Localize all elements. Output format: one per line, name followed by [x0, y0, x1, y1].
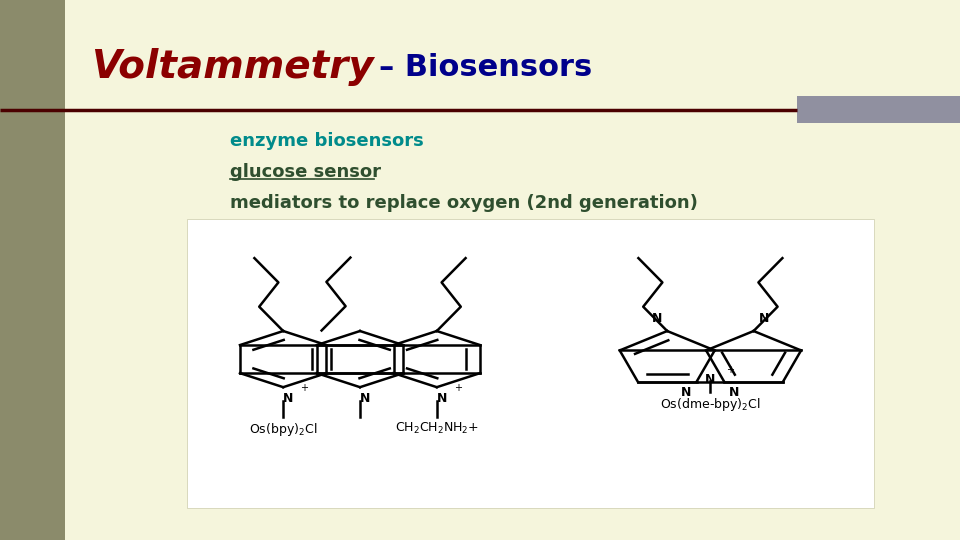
FancyBboxPatch shape [187, 219, 874, 508]
Text: N: N [682, 386, 692, 399]
Text: N: N [758, 312, 769, 325]
FancyBboxPatch shape [0, 0, 65, 540]
Text: N: N [652, 312, 662, 325]
Text: – Biosensors: – Biosensors [379, 53, 592, 82]
Text: N: N [283, 392, 293, 404]
Text: +: + [300, 383, 308, 393]
Text: N: N [437, 392, 446, 404]
Text: N: N [729, 386, 739, 399]
Text: enzyme biosensors: enzyme biosensors [230, 132, 424, 151]
Text: glucose sensor: glucose sensor [230, 163, 381, 181]
Text: Os(bpy)$_2$Cl: Os(bpy)$_2$Cl [249, 421, 318, 438]
Text: Voltammetry: Voltammetry [91, 49, 374, 86]
Text: Os(dme-bpy)$_2$Cl: Os(dme-bpy)$_2$Cl [660, 396, 760, 413]
Text: N: N [706, 373, 715, 386]
Text: mediators to replace oxygen (2nd generation): mediators to replace oxygen (2nd generat… [230, 193, 698, 212]
Text: +: + [726, 365, 733, 375]
Text: +: + [454, 383, 462, 393]
Text: N: N [360, 392, 370, 404]
Text: CH$_2$CH$_2$NH$_2$+: CH$_2$CH$_2$NH$_2$+ [395, 421, 479, 436]
FancyBboxPatch shape [797, 96, 960, 123]
